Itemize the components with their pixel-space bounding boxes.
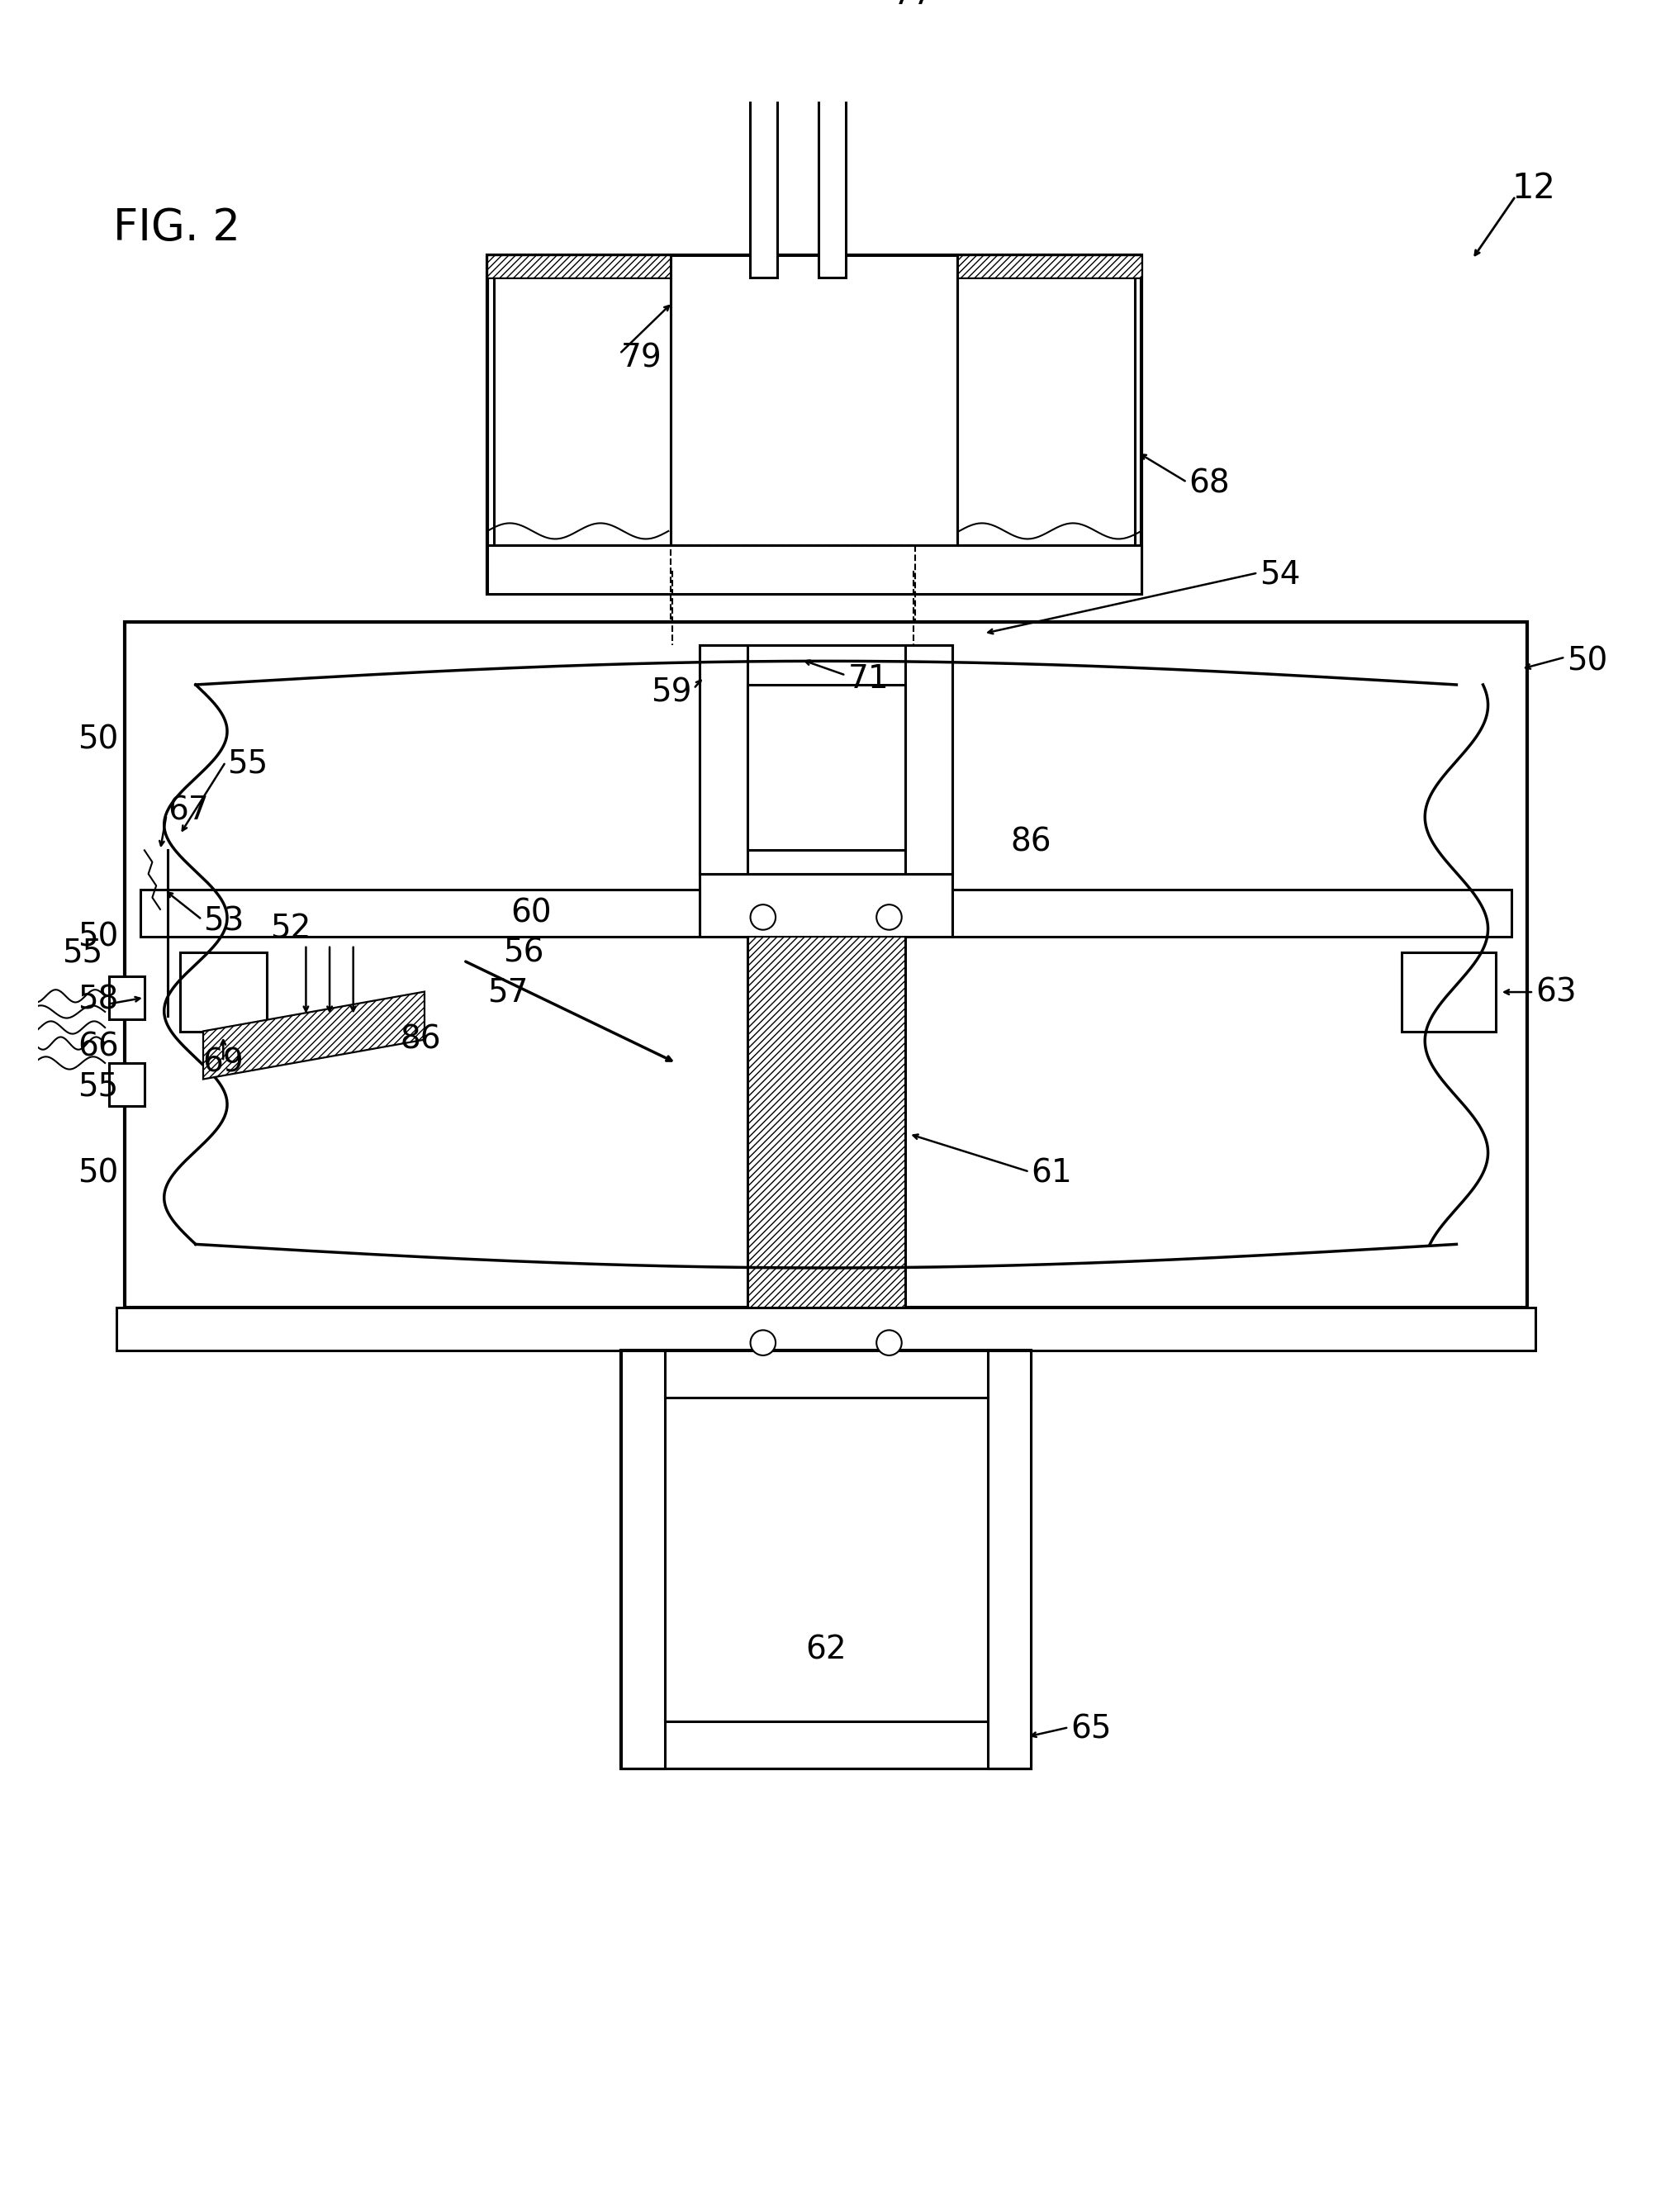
Bar <box>904 646 952 874</box>
Text: 68: 68 <box>1187 469 1229 500</box>
Polygon shape <box>204 991 424 1079</box>
Text: FIG. 2: FIG. 2 <box>113 206 240 250</box>
Text: 61: 61 <box>1030 1157 1071 1190</box>
Text: 58: 58 <box>78 984 118 1015</box>
Text: 55: 55 <box>61 938 103 969</box>
Text: 66: 66 <box>78 1031 119 1064</box>
Text: 79: 79 <box>621 343 662 374</box>
Bar <box>124 622 1527 1307</box>
Bar <box>118 1307 1535 1352</box>
Text: 77: 77 <box>893 0 934 11</box>
Text: 52: 52 <box>270 914 310 945</box>
Bar <box>747 686 904 849</box>
Bar <box>109 1064 144 1106</box>
Bar <box>749 97 777 276</box>
Bar <box>699 646 952 874</box>
Bar <box>109 975 144 1020</box>
Bar <box>141 889 699 938</box>
Text: 12: 12 <box>1510 170 1555 206</box>
Bar <box>747 938 904 1371</box>
Text: 59: 59 <box>651 677 692 708</box>
Bar <box>181 953 267 1031</box>
Text: 54: 54 <box>1259 560 1300 591</box>
Circle shape <box>876 905 901 929</box>
Bar <box>818 97 845 276</box>
Bar <box>952 889 1510 938</box>
Bar <box>699 874 952 938</box>
Text: 69: 69 <box>202 1046 243 1079</box>
Text: 55: 55 <box>227 748 268 779</box>
Text: 50: 50 <box>1567 646 1606 677</box>
Text: 50: 50 <box>78 1157 118 1190</box>
Bar <box>699 646 747 874</box>
Bar <box>109 975 144 1020</box>
Bar <box>621 1352 1030 1398</box>
Text: 57: 57 <box>487 975 528 1009</box>
Bar <box>987 1352 1030 1767</box>
Text: 86: 86 <box>1010 827 1052 858</box>
Bar <box>109 1064 144 1106</box>
Text: 65: 65 <box>1070 1714 1111 1745</box>
Text: 63: 63 <box>1535 975 1575 1009</box>
Bar <box>671 544 914 726</box>
Text: 53: 53 <box>204 905 243 938</box>
Bar <box>699 874 952 938</box>
Bar <box>141 889 699 938</box>
Circle shape <box>876 1329 901 1356</box>
Bar <box>487 254 1141 595</box>
Bar <box>621 1721 1030 1767</box>
Bar <box>487 544 1141 595</box>
Text: 50: 50 <box>78 723 118 757</box>
Bar <box>487 254 1141 276</box>
Text: 86: 86 <box>399 1024 440 1055</box>
Polygon shape <box>204 991 424 1079</box>
Bar <box>957 276 1134 544</box>
Bar <box>1401 953 1495 1031</box>
Bar <box>487 544 1141 595</box>
Bar <box>493 276 671 544</box>
Bar <box>621 1721 1030 1767</box>
Bar <box>621 1352 1030 1767</box>
Text: 71: 71 <box>848 664 889 695</box>
Bar <box>621 1352 1030 1398</box>
Bar <box>957 276 1134 544</box>
Bar <box>952 889 1510 938</box>
Text: 62: 62 <box>805 1635 846 1666</box>
Bar <box>699 646 747 874</box>
Circle shape <box>750 1329 775 1356</box>
Bar <box>904 646 952 874</box>
Bar <box>987 1352 1030 1767</box>
Text: 67: 67 <box>167 794 209 827</box>
Text: 60: 60 <box>510 898 551 929</box>
Circle shape <box>750 905 775 929</box>
Text: 56: 56 <box>503 938 543 969</box>
Bar <box>621 1352 664 1767</box>
Text: 55: 55 <box>78 1071 118 1102</box>
Bar <box>493 276 671 544</box>
Bar <box>487 254 1141 276</box>
Bar <box>621 1352 664 1767</box>
Bar <box>671 254 957 544</box>
Text: 50: 50 <box>78 920 118 953</box>
